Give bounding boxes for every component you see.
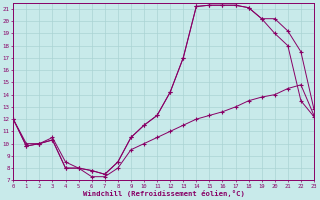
X-axis label: Windchill (Refroidissement éolien,°C): Windchill (Refroidissement éolien,°C) bbox=[83, 190, 244, 197]
